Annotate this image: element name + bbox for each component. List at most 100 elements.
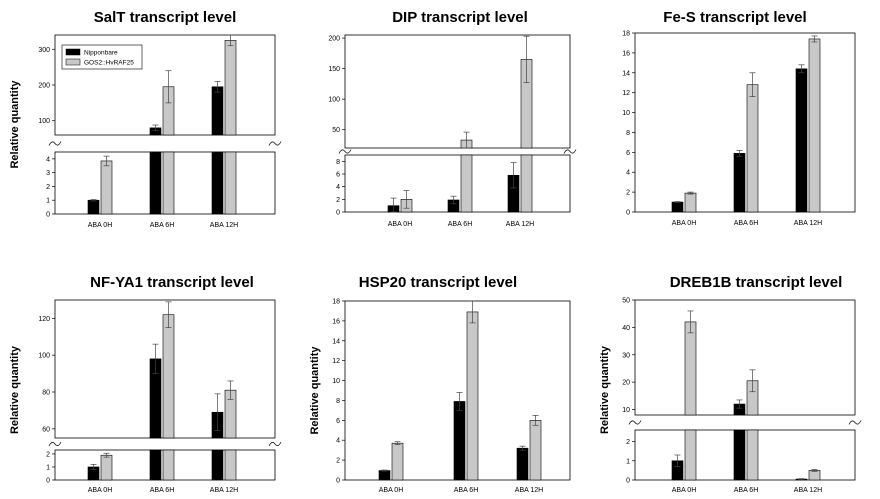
y-tick-label: 0 <box>46 212 50 219</box>
y-tick-label: 1 <box>626 458 630 465</box>
y-tick-label: 6 <box>626 150 630 157</box>
gos2-bar <box>391 442 404 481</box>
gos2-bar <box>808 470 821 481</box>
y-tick-label: 0 <box>626 478 630 485</box>
x-category-label: ABA 6H <box>454 487 479 494</box>
gos2-bar <box>746 429 759 481</box>
gos2-bar <box>224 449 237 481</box>
gos2-bar <box>100 160 113 215</box>
y-tick-label: 2 <box>46 184 50 191</box>
panel-title: Fe-S transcript level <box>663 9 806 26</box>
axis-break-mark <box>48 441 62 447</box>
x-category-label: ABA 6H <box>734 220 759 227</box>
y-tick-label: 100 <box>328 97 340 104</box>
y-tick-label: 80 <box>42 390 50 397</box>
y-tick-label: 2 <box>626 439 630 446</box>
y-tick-label: 2 <box>336 197 340 204</box>
x-category-label: ABA 0H <box>672 487 697 494</box>
nipponbare-bar <box>671 201 684 213</box>
gos2-bar <box>684 192 697 213</box>
y-tick-label: 16 <box>622 50 630 57</box>
x-category-label: ABA 6H <box>448 221 473 228</box>
x-category-label: ABA 0H <box>88 487 113 494</box>
y-tick-label: 0 <box>626 210 630 217</box>
nipponbare-bar <box>733 153 746 213</box>
x-category-label: ABA 12H <box>210 222 238 229</box>
y-tick-label: 12 <box>332 358 340 365</box>
y-tick-label: 100 <box>38 118 50 125</box>
y-tick-label: 40 <box>622 325 630 332</box>
y-tick-label: 60 <box>42 426 50 433</box>
legend-swatch <box>65 48 81 56</box>
y-tick-label: 150 <box>328 66 340 73</box>
axis-break-mark <box>563 149 577 154</box>
chart-panel: DIP transcript level 50 100 150 200 0 2 4 6 8 ABA … <box>328 9 577 228</box>
y-tick-label: 8 <box>626 130 630 137</box>
axis-break-mark <box>48 141 62 146</box>
legend-swatch <box>65 58 81 66</box>
gos2-bar <box>520 154 533 213</box>
y-axis-label: Relative quantity <box>599 345 611 434</box>
axis-break-mark <box>268 141 282 146</box>
y-tick-label: 1 <box>46 464 50 471</box>
x-category-label: ABA 0H <box>672 220 697 227</box>
gos2-bar <box>162 151 175 215</box>
y-axis-label: Relative quantity <box>309 346 321 435</box>
x-category-label: ABA 12H <box>794 487 822 494</box>
y-tick-label: 1 <box>46 198 50 205</box>
x-category-label: ABA 12H <box>210 487 238 494</box>
y-tick-label: 8 <box>336 159 340 166</box>
y-tick-label: 18 <box>622 31 630 38</box>
y-axis-label: Relative quantity <box>9 80 21 169</box>
y-tick-label: 18 <box>332 299 340 306</box>
y-tick-label: 0 <box>46 478 50 485</box>
y-tick-label: 4 <box>336 438 340 445</box>
x-category-label: ABA 12H <box>506 221 534 228</box>
nipponbare-bar <box>211 151 224 215</box>
y-tick-label: 50 <box>332 127 340 134</box>
gos2-bar <box>684 321 697 416</box>
upper-axis-frame <box>634 299 856 416</box>
nipponbare-bar <box>516 447 529 481</box>
gos2-bar <box>224 40 237 136</box>
y-tick-label: 50 <box>622 298 630 305</box>
y-tick-label: 2 <box>46 451 50 458</box>
y-tick-label: 200 <box>38 83 50 90</box>
y-tick-label: 2 <box>626 190 630 197</box>
y-tick-label: 3 <box>46 170 50 177</box>
gos2-bar <box>529 420 542 481</box>
gos2-bar <box>684 429 697 481</box>
y-tick-label: 20 <box>622 380 630 387</box>
y-tick-label: 200 <box>328 36 340 43</box>
y-tick-label: 30 <box>622 352 630 359</box>
gos2-bar <box>162 449 175 481</box>
panel-title: SalT transcript level <box>94 9 237 26</box>
y-tick-label: 6 <box>336 172 340 179</box>
gos2-bar <box>466 311 479 481</box>
upper-axis-frame <box>344 34 571 149</box>
axis-break-mark <box>848 420 862 425</box>
nipponbare-bar <box>453 401 466 481</box>
gos2-bar <box>100 454 113 481</box>
nipponbare-bar <box>211 449 224 481</box>
y-tick-label: 14 <box>622 70 630 77</box>
x-category-label: ABA 6H <box>734 487 759 494</box>
y-tick-label: 8 <box>336 398 340 405</box>
nipponbare-bar <box>149 151 162 215</box>
panel-title: NF-YA1 transcript level <box>90 274 254 291</box>
gos2-bar <box>808 38 821 213</box>
nipponbare-bar <box>211 86 224 136</box>
gos2-bar <box>162 314 175 439</box>
y-tick-label: 0 <box>336 210 340 217</box>
y-tick-label: 100 <box>38 353 50 360</box>
nipponbare-bar <box>733 429 746 481</box>
nipponbare-bar <box>378 470 391 481</box>
y-tick-label: 10 <box>622 110 630 117</box>
chart-panel: Fe-S transcript level 0 2 4 6 8 10 12 14 16 18 ABA … <box>622 9 856 227</box>
chart-panel: DREB1B transcript level Relative quantity… <box>599 274 862 494</box>
nipponbare-bar <box>87 199 100 215</box>
panel-title: HSP20 transcript level <box>359 274 517 291</box>
gos2-bar <box>224 151 237 215</box>
